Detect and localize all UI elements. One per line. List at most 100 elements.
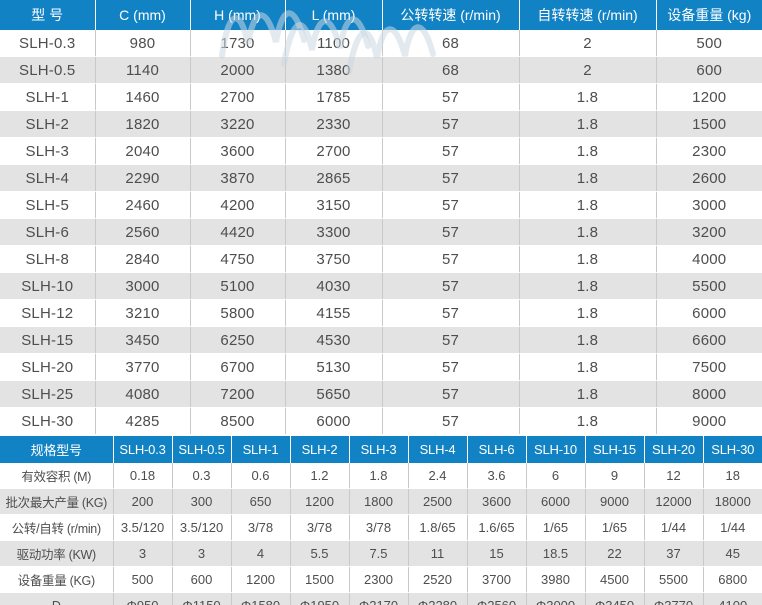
column-header: SLH-3 — [349, 436, 409, 463]
data-cell: 57 — [382, 137, 520, 165]
data-cell: 2 — [519, 56, 657, 84]
table-row: DΦ950Φ1150Φ1580Φ1950Φ2170Φ2280Φ2560Φ3000… — [0, 592, 762, 605]
data-cell: Φ3450 — [585, 592, 645, 605]
data-cell: 57 — [382, 272, 520, 300]
data-cell: 500 — [113, 566, 173, 593]
data-cell: 2460 — [95, 191, 191, 219]
data-cell: 57 — [382, 110, 520, 138]
data-cell: Φ3770 — [644, 592, 704, 605]
data-cell: 0.18 — [113, 463, 173, 489]
data-cell: 3.5/120 — [172, 514, 232, 541]
row-header: SLH-10 — [0, 272, 96, 300]
table-row: SLH-15 3450 6250 4530 57 1.8 6600 — [0, 326, 762, 354]
row-header: D — [0, 592, 114, 605]
data-cell: 11 — [408, 540, 468, 567]
data-cell: 68 — [382, 30, 520, 57]
data-cell: 12000 — [644, 488, 704, 515]
row-header: SLH-6 — [0, 218, 96, 246]
data-cell: 2600 — [656, 164, 762, 192]
row-header: 批次最大产量 (KG) — [0, 488, 114, 515]
data-cell: 3150 — [285, 191, 383, 219]
data-cell: 2865 — [285, 164, 383, 192]
data-cell: 3220 — [190, 110, 286, 138]
data-cell: 45 — [703, 540, 762, 567]
column-header: SLH-20 — [644, 436, 704, 463]
row-header: SLH-30 — [0, 407, 96, 435]
data-cell: 980 — [95, 30, 191, 57]
data-cell: 68 — [382, 56, 520, 84]
row-header: SLH-15 — [0, 326, 96, 354]
row-header: 驱动功率 (KW) — [0, 540, 114, 567]
column-header: SLH-10 — [526, 436, 586, 463]
specifications-table: 规格型号 SLH-0.3 SLH-0.5 SLH-1 SLH-2 SLH-3 SLH-4 SL… — [0, 436, 762, 605]
table-row: SLH-20 3770 6700 5130 57 1.8 7500 — [0, 353, 762, 381]
data-cell: 2500 — [408, 488, 468, 515]
table-row: SLH-2 1820 3220 2330 57 1.8 1500 — [0, 110, 762, 138]
data-cell: 500 — [656, 30, 762, 57]
data-cell: 57 — [382, 218, 520, 246]
data-cell: 3750 — [285, 245, 383, 273]
data-cell: 6700 — [190, 353, 286, 381]
data-cell: 7500 — [656, 353, 762, 381]
data-cell: 1.6/65 — [467, 514, 527, 541]
data-cell: 6000 — [526, 488, 586, 515]
data-cell: 1460 — [95, 83, 191, 111]
data-cell: 1/44 — [703, 514, 762, 541]
table-row: 公转/自转 (r/min) 3.5/120 3.5/120 3/78 3/78 3/78 1… — [0, 514, 762, 541]
data-cell: 18000 — [703, 488, 762, 515]
data-cell: 3980 — [526, 566, 586, 593]
data-cell: 7.5 — [349, 540, 409, 567]
data-cell: 2700 — [190, 83, 286, 111]
table-row: SLH-0.5 1140 2000 1380 68 2 600 — [0, 56, 762, 84]
data-cell: 4 — [231, 540, 291, 567]
data-cell: 1/65 — [585, 514, 645, 541]
column-header: 设备重量 (kg) — [656, 0, 762, 30]
data-cell: 1100 — [285, 30, 383, 57]
row-header: SLH-0.5 — [0, 56, 96, 84]
data-cell: 2560 — [95, 218, 191, 246]
data-cell: 2520 — [408, 566, 468, 593]
data-cell: 3870 — [190, 164, 286, 192]
data-cell: 3.5/120 — [113, 514, 173, 541]
table-row: 有效容积 (M) 0.18 0.3 0.6 1.2 1.8 2.4 3.6 6 9 12 18 — [0, 463, 762, 489]
data-cell: 57 — [382, 245, 520, 273]
data-cell: Φ2560 — [467, 592, 527, 605]
data-cell: 2300 — [349, 566, 409, 593]
data-cell: 3.6 — [467, 463, 527, 489]
data-cell: 1500 — [290, 566, 350, 593]
data-cell: 1.8 — [519, 272, 657, 300]
data-cell: 57 — [382, 83, 520, 111]
data-cell: 6600 — [656, 326, 762, 354]
data-cell: 3210 — [95, 299, 191, 327]
data-cell: 4750 — [190, 245, 286, 273]
row-header: SLH-8 — [0, 245, 96, 273]
data-cell: 1200 — [290, 488, 350, 515]
data-cell: 6000 — [285, 407, 383, 435]
data-cell: 5650 — [285, 380, 383, 408]
data-cell: 18 — [703, 463, 762, 489]
data-cell: 6000 — [656, 299, 762, 327]
data-cell: 9 — [585, 463, 645, 489]
column-header: SLH-15 — [585, 436, 645, 463]
data-cell: 9000 — [656, 407, 762, 435]
data-cell: 1785 — [285, 83, 383, 111]
table-row: SLH-8 2840 4750 3750 57 1.8 4000 — [0, 245, 762, 273]
row-header: 公转/自转 (r/min) — [0, 514, 114, 541]
data-cell: 4500 — [585, 566, 645, 593]
data-cell: 4155 — [285, 299, 383, 327]
data-cell: Φ1950 — [290, 592, 350, 605]
data-cell: 6800 — [703, 566, 762, 593]
data-cell: 9000 — [585, 488, 645, 515]
data-cell: 200 — [113, 488, 173, 515]
row-header: SLH-5 — [0, 191, 96, 219]
data-cell: 57 — [382, 407, 520, 435]
data-cell: 3770 — [95, 353, 191, 381]
data-cell: 1.8 — [349, 463, 409, 489]
data-cell: 5100 — [190, 272, 286, 300]
data-cell: 3450 — [95, 326, 191, 354]
data-cell: 4100 — [703, 592, 762, 605]
data-cell: 3000 — [95, 272, 191, 300]
data-cell: 3/78 — [231, 514, 291, 541]
column-header: L (mm) — [285, 0, 383, 30]
